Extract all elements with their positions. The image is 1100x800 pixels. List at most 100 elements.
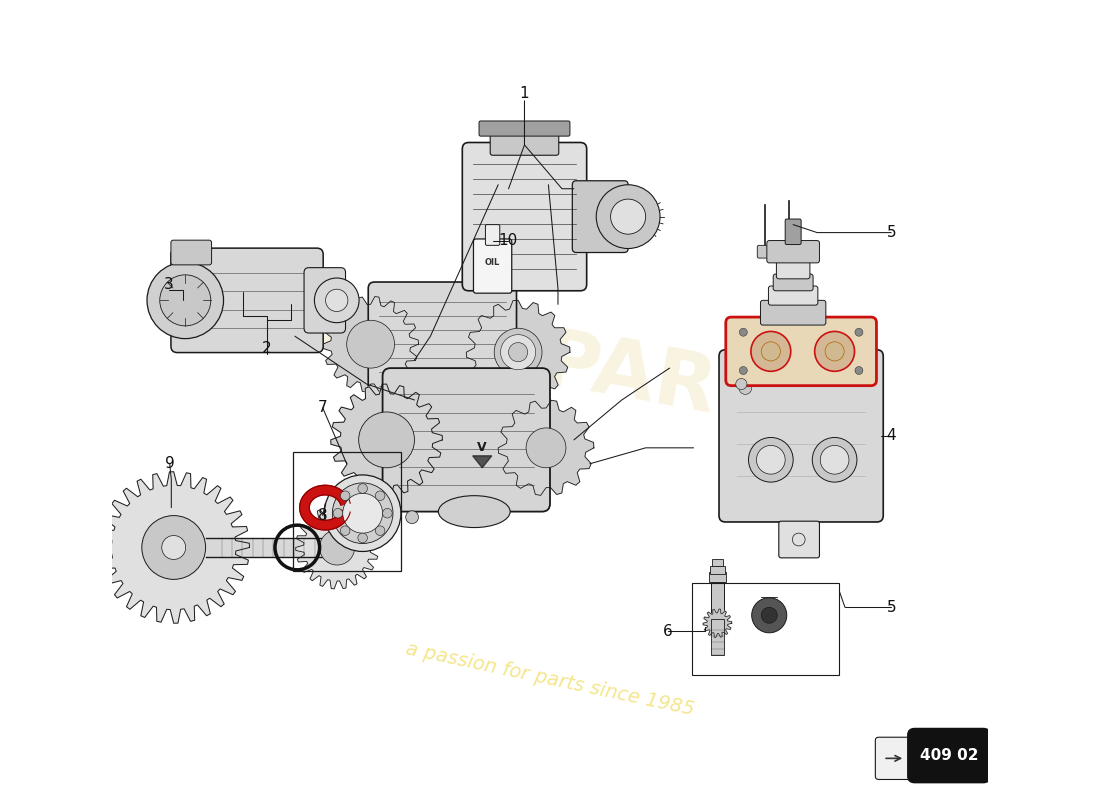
Circle shape (508, 342, 528, 362)
Circle shape (855, 366, 862, 374)
Bar (708, 572, 726, 582)
FancyBboxPatch shape (876, 738, 913, 779)
Text: 10: 10 (498, 233, 517, 248)
Circle shape (375, 491, 385, 501)
Text: 7: 7 (318, 401, 328, 415)
Circle shape (375, 526, 385, 535)
Text: 6: 6 (663, 624, 673, 638)
Circle shape (346, 320, 395, 368)
FancyBboxPatch shape (757, 246, 773, 258)
FancyBboxPatch shape (462, 142, 586, 290)
Text: 5: 5 (887, 225, 896, 240)
Text: 4: 4 (887, 428, 896, 443)
Circle shape (825, 342, 844, 361)
Polygon shape (98, 472, 250, 623)
Circle shape (739, 382, 751, 394)
Circle shape (333, 509, 343, 518)
Circle shape (761, 607, 778, 623)
FancyBboxPatch shape (785, 219, 801, 245)
Text: 9: 9 (165, 456, 175, 471)
Circle shape (736, 378, 747, 390)
FancyBboxPatch shape (767, 241, 820, 263)
Polygon shape (473, 456, 492, 468)
Circle shape (739, 328, 747, 336)
Circle shape (142, 515, 206, 579)
Circle shape (326, 289, 348, 311)
FancyBboxPatch shape (779, 521, 820, 558)
Bar (711, 582, 724, 614)
FancyBboxPatch shape (478, 121, 570, 136)
Polygon shape (296, 506, 378, 589)
Text: a passion for parts since 1985: a passion for parts since 1985 (404, 639, 696, 719)
Circle shape (160, 275, 211, 326)
FancyBboxPatch shape (572, 181, 628, 253)
FancyBboxPatch shape (485, 225, 499, 246)
Circle shape (761, 342, 780, 361)
Text: 3: 3 (164, 277, 174, 292)
FancyBboxPatch shape (491, 130, 559, 155)
Circle shape (596, 185, 660, 249)
Circle shape (500, 334, 536, 370)
Circle shape (757, 446, 785, 474)
Circle shape (324, 475, 400, 551)
Bar (711, 566, 725, 574)
Circle shape (358, 484, 367, 494)
Text: 2: 2 (262, 341, 272, 356)
FancyBboxPatch shape (170, 248, 323, 353)
Text: EUROSPARES: EUROSPARES (231, 270, 834, 450)
Circle shape (162, 535, 186, 559)
FancyBboxPatch shape (473, 239, 512, 293)
FancyBboxPatch shape (719, 350, 883, 522)
Circle shape (358, 533, 367, 542)
Circle shape (855, 328, 862, 336)
Circle shape (406, 511, 418, 523)
Bar (712, 559, 723, 566)
FancyBboxPatch shape (170, 240, 211, 265)
Circle shape (748, 438, 793, 482)
Circle shape (343, 494, 383, 533)
Circle shape (526, 428, 565, 468)
Text: 1: 1 (519, 86, 529, 101)
Circle shape (315, 278, 359, 322)
Circle shape (751, 331, 791, 371)
FancyBboxPatch shape (760, 300, 826, 325)
FancyBboxPatch shape (773, 274, 813, 290)
Circle shape (147, 262, 223, 338)
Circle shape (739, 366, 747, 374)
Circle shape (340, 526, 350, 535)
Circle shape (815, 331, 855, 371)
Polygon shape (322, 297, 418, 392)
FancyBboxPatch shape (726, 317, 877, 386)
Polygon shape (299, 486, 350, 530)
FancyBboxPatch shape (781, 242, 798, 254)
Bar (711, 619, 724, 655)
Text: OIL: OIL (485, 258, 501, 266)
Ellipse shape (439, 496, 510, 527)
FancyBboxPatch shape (383, 368, 550, 512)
Circle shape (751, 598, 786, 633)
Circle shape (320, 530, 354, 565)
Text: V: V (477, 442, 487, 454)
Polygon shape (703, 609, 732, 638)
FancyBboxPatch shape (368, 282, 517, 406)
Bar (206, 538, 349, 557)
Polygon shape (331, 384, 442, 496)
Circle shape (494, 328, 542, 376)
Circle shape (821, 446, 849, 474)
FancyBboxPatch shape (777, 258, 810, 279)
Text: 409 02: 409 02 (920, 748, 978, 763)
Circle shape (359, 412, 415, 468)
Circle shape (792, 533, 805, 546)
Circle shape (383, 509, 392, 518)
Circle shape (340, 491, 350, 501)
Text: 8: 8 (318, 508, 328, 523)
Circle shape (332, 483, 393, 543)
Circle shape (812, 438, 857, 482)
FancyBboxPatch shape (304, 268, 345, 333)
FancyBboxPatch shape (908, 729, 990, 782)
FancyBboxPatch shape (769, 286, 818, 305)
Polygon shape (498, 400, 594, 495)
Polygon shape (466, 300, 570, 404)
Circle shape (610, 199, 646, 234)
Text: 5: 5 (887, 600, 896, 614)
